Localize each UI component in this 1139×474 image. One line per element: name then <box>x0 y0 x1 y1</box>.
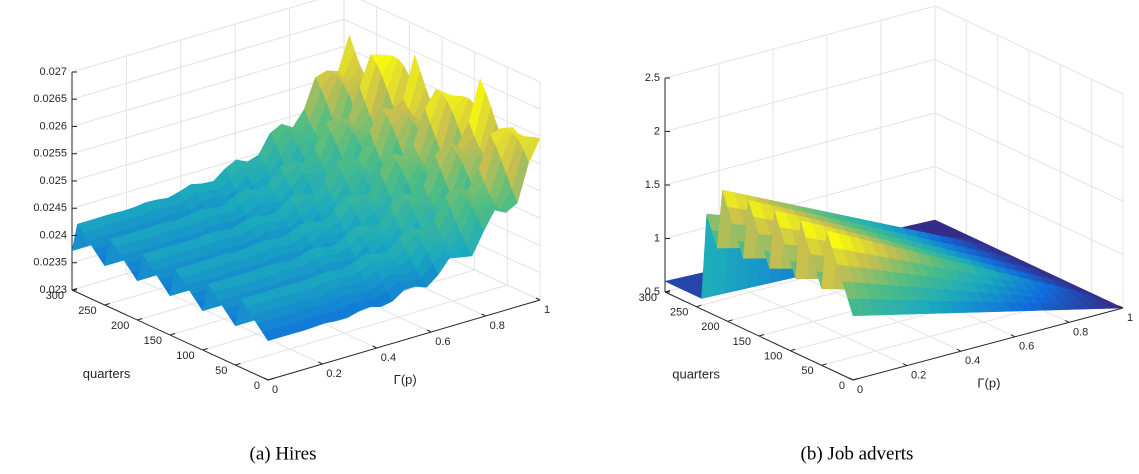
z-tick-label: 0.026 <box>39 120 67 132</box>
y-tick <box>104 303 110 306</box>
z-tick-label: 0.024 <box>39 229 67 241</box>
y-tick-label: 200 <box>701 321 719 333</box>
x-tick-label: 0.8 <box>490 320 505 332</box>
y-tick-label: 50 <box>801 365 813 377</box>
y-tick-label: 150 <box>144 335 162 347</box>
x-tick <box>1010 334 1016 338</box>
y-tick-label: 250 <box>670 307 688 319</box>
x-axis-label: Γ(p) <box>394 372 417 387</box>
y-axis-label: quarters <box>672 367 720 382</box>
y-tick-label: 300 <box>46 290 64 302</box>
y-tick-label: 300 <box>639 292 657 304</box>
surface-patch <box>262 328 280 342</box>
y-tick <box>790 348 796 352</box>
x-tick <box>535 297 541 301</box>
x-tick-label: 1 <box>1127 312 1133 324</box>
y-tick <box>696 304 702 308</box>
y-tick <box>664 290 671 293</box>
x-tick <box>1118 305 1124 309</box>
x-tick <box>956 348 962 352</box>
grid-line <box>71 73 345 155</box>
x-tick <box>372 345 378 349</box>
axis-line <box>852 307 1124 381</box>
y-tick <box>727 319 733 322</box>
x-tick-label: 0 <box>272 384 278 396</box>
z-tick-label: 0.0235 <box>33 257 67 269</box>
y-tick <box>267 378 274 381</box>
caption: (b) Job adverts <box>801 443 914 464</box>
y-tick <box>235 363 241 366</box>
x-tick-label: 0 <box>857 384 863 396</box>
grid-line <box>934 5 1124 95</box>
z-tick-label: 1 <box>654 232 660 244</box>
grid-line <box>664 112 936 186</box>
x-tick <box>318 361 323 365</box>
grid-line <box>71 18 345 100</box>
z-tick-label: 0.5 <box>645 286 660 298</box>
caption: (a) Hires <box>250 443 317 464</box>
y-tick <box>137 318 143 321</box>
y-axis-label: quarters <box>83 366 131 381</box>
y-tick-label: 50 <box>215 365 227 377</box>
grid-line <box>664 59 936 132</box>
z-tick-label: 0.023 <box>39 284 67 296</box>
z-tick-label: 2 <box>654 125 660 137</box>
x-tick <box>848 377 854 381</box>
x-tick <box>263 377 269 381</box>
grid-line <box>71 46 345 127</box>
x-tick <box>481 313 486 317</box>
x-tick-label: 0.8 <box>1073 326 1088 338</box>
x-tick-label: 0.2 <box>326 368 341 380</box>
y-tick-label: 250 <box>78 305 96 317</box>
z-tick-label: 0.0255 <box>33 148 67 160</box>
x-tick <box>426 329 432 333</box>
z-tick-label: 1.5 <box>645 179 660 191</box>
x-tick-label: 1 <box>544 304 550 316</box>
y-tick <box>71 288 78 291</box>
x-tick-label: 0.6 <box>1019 341 1034 353</box>
x-tick-label: 0.4 <box>965 355 980 367</box>
z-tick-label: 0.027 <box>39 66 67 78</box>
y-tick <box>202 348 208 351</box>
x-tick-label: 0.2 <box>911 370 926 382</box>
y-tick-label: 0 <box>254 380 260 392</box>
z-tick-label: 0.0265 <box>33 93 67 105</box>
grid-line <box>71 0 319 73</box>
y-tick <box>821 363 827 366</box>
surface-patch <box>847 298 865 317</box>
x-tick <box>1064 319 1070 323</box>
grid-line <box>664 5 936 79</box>
axis-line <box>267 299 541 381</box>
z-tick-label: 0.0245 <box>33 202 67 214</box>
grid-line <box>360 0 541 83</box>
y-tick-label: 100 <box>176 350 194 362</box>
z-tick-label: 0.025 <box>39 175 67 187</box>
grid-line <box>71 100 345 182</box>
y-tick <box>758 334 765 337</box>
grid-line <box>934 112 1124 202</box>
z-tick-label: 2.5 <box>645 72 660 84</box>
grid-line <box>343 18 541 110</box>
x-tick-label: 0.6 <box>435 336 450 348</box>
y-tick-label: 0 <box>839 380 845 392</box>
x-tick <box>902 363 908 367</box>
y-tick-label: 150 <box>733 336 751 348</box>
y-tick-label: 200 <box>111 320 129 332</box>
grid-line <box>934 59 1124 148</box>
y-tick-label: 100 <box>764 351 782 363</box>
grid-line <box>934 166 1124 255</box>
x-axis-label: Γ(p) <box>977 375 1000 390</box>
grid-line <box>235 284 508 366</box>
y-tick <box>169 333 176 336</box>
x-tick-label: 0.4 <box>381 352 396 364</box>
y-tick <box>852 378 859 381</box>
